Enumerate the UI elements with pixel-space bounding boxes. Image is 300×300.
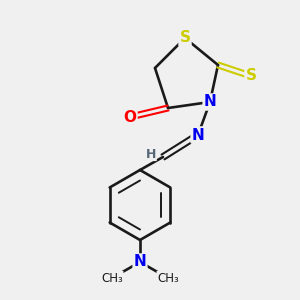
Text: CH₃: CH₃ <box>157 272 179 284</box>
Text: O: O <box>124 110 136 124</box>
Text: N: N <box>192 128 204 142</box>
Text: N: N <box>204 94 216 110</box>
Text: CH₃: CH₃ <box>101 272 123 284</box>
Text: H: H <box>146 148 156 160</box>
Text: N: N <box>134 254 146 269</box>
Text: S: S <box>245 68 256 83</box>
Text: S: S <box>179 31 191 46</box>
